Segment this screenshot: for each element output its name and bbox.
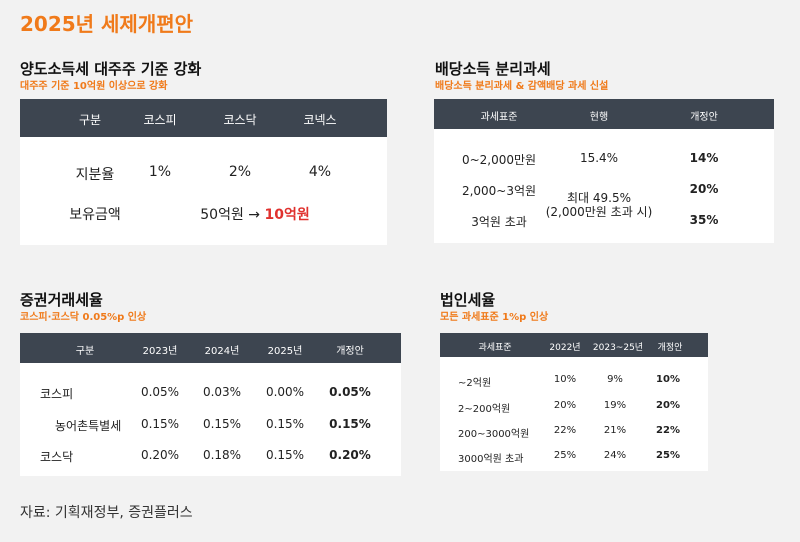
section-subtitle: 배당소득 분리과세 & 감액배당 과세 신설 bbox=[435, 81, 609, 92]
section-title: 배당소득 분리과세 bbox=[435, 60, 551, 78]
bracket-cell: ~2억원 bbox=[458, 378, 492, 389]
header-cell: 2023~25년 bbox=[592, 343, 644, 353]
header-cell: 개정안 bbox=[336, 346, 364, 357]
table-header: 과세표준 2022년 2023~25년 개정안 bbox=[440, 333, 708, 357]
proposed-rate: 14% bbox=[689, 151, 719, 165]
header-cell: 코스피 bbox=[143, 113, 177, 127]
value-cell-proposed: 0.05% bbox=[329, 385, 371, 399]
bracket-cell: 200~3000억원 bbox=[458, 429, 530, 440]
header-cell: 코넥스 bbox=[303, 113, 337, 127]
value-cell-proposed: 10% bbox=[656, 374, 680, 385]
table-header: 과세표준 현행 개정안 bbox=[434, 99, 774, 129]
section-title: 증권거래세율 bbox=[20, 291, 103, 309]
corporate-tax-section: 법인세율 모든 과세표준 1%p 인상 bbox=[440, 291, 740, 324]
header-cell: 2024년 bbox=[204, 346, 240, 357]
stake-value-kosdaq: 2% bbox=[228, 164, 252, 180]
header-cell: 2022년 bbox=[549, 343, 581, 353]
header-cell: 개정안 bbox=[657, 343, 683, 353]
value-cell-proposed: 0.20% bbox=[329, 448, 371, 462]
proposed-rate: 20% bbox=[689, 182, 719, 196]
value-cell: 24% bbox=[603, 450, 627, 461]
amount-change: 50억원 → 10억원 bbox=[160, 204, 350, 224]
current-rate-merged: 최대 49.5% (2,000만원 초과 시) bbox=[539, 191, 659, 219]
table-header: 구분 코스피 코스닥 코넥스 bbox=[20, 99, 387, 137]
value-cell: 25% bbox=[553, 450, 577, 461]
header-cell: 2023년 bbox=[142, 346, 178, 357]
page-title: 2025년 세제개편안 bbox=[20, 12, 194, 36]
table-header: 구분 2023년 2024년 2025년 개정안 bbox=[20, 333, 401, 363]
value-cell: 0.05% bbox=[140, 385, 180, 399]
value-cell: 22% bbox=[553, 425, 577, 436]
current-merged-line2: (2,000만원 초과 시) bbox=[545, 205, 653, 219]
header-cell: 현행 bbox=[589, 112, 609, 123]
bracket-cell: 3000억원 초과 bbox=[458, 454, 524, 465]
transaction-tax-table: 구분 2023년 2024년 2025년 개정안 코스피 0.05% 0.03%… bbox=[20, 333, 401, 476]
proposed-rate: 35% bbox=[689, 213, 719, 227]
header-cell: 구분 bbox=[75, 346, 95, 357]
value-cell: 0.00% bbox=[265, 385, 305, 399]
section-subtitle: 코스피·코스닥 0.05%p 인상 bbox=[20, 312, 147, 323]
value-cell: 9% bbox=[607, 374, 623, 385]
major-shareholder-section: 양도소득세 대주주 기준 강화 대주주 기준 10억원 이상으로 강화 bbox=[20, 60, 390, 93]
value-cell: 0.15% bbox=[140, 417, 180, 431]
header-cell: 코스닥 bbox=[223, 113, 257, 127]
value-cell: 0.15% bbox=[202, 417, 242, 431]
transaction-tax-section: 증권거래세율 코스피·코스닥 0.05%p 인상 bbox=[20, 291, 390, 324]
value-cell-proposed: 22% bbox=[656, 425, 680, 436]
header-cell: 개정안 bbox=[690, 112, 718, 123]
source-note: 자료: 기획재정부, 증권플러스 bbox=[20, 505, 193, 521]
value-cell: 0.15% bbox=[265, 448, 305, 462]
value-cell-proposed: 25% bbox=[656, 450, 680, 461]
value-cell-proposed: 20% bbox=[656, 400, 680, 411]
value-cell: 21% bbox=[603, 425, 627, 436]
corporate-tax-table: 과세표준 2022년 2023~25년 개정안 ~2억원 10% 9% 10% … bbox=[440, 333, 708, 471]
header-cell: 구분 bbox=[78, 113, 102, 127]
value-cell: 0.20% bbox=[140, 448, 180, 462]
bracket-cell: 3억원 초과 bbox=[471, 215, 527, 229]
bracket-cell: 0~2,000만원 bbox=[461, 153, 537, 167]
amount-after: 10억원 bbox=[264, 207, 310, 223]
amount-before: 50억원 → bbox=[200, 207, 261, 223]
row-label: 농어촌특별세 bbox=[55, 419, 122, 433]
row-label: 코스피 bbox=[40, 387, 74, 401]
bracket-cell: 2,000~3억원 bbox=[461, 184, 537, 198]
current-rate: 15.4% bbox=[579, 151, 619, 165]
amount-label: 보유금액 bbox=[69, 207, 121, 223]
row-label: 코스닥 bbox=[40, 450, 74, 464]
section-subtitle: 대주주 기준 10억원 이상으로 강화 bbox=[20, 81, 168, 92]
value-cell: 19% bbox=[603, 400, 627, 411]
dividend-section: 배당소득 분리과세 배당소득 분리과세 & 감액배당 과세 신설 bbox=[435, 60, 775, 93]
section-title: 양도소득세 대주주 기준 강화 bbox=[20, 60, 202, 78]
header-cell: 2025년 bbox=[267, 346, 303, 357]
value-cell: 20% bbox=[553, 400, 577, 411]
section-title: 법인세율 bbox=[440, 291, 496, 309]
current-merged-line1: 최대 49.5% bbox=[566, 191, 632, 205]
major-shareholder-table: 구분 코스피 코스닥 코넥스 지분율 1% 2% 4% 보유금액 50억원 → … bbox=[20, 99, 387, 245]
section-subtitle: 모든 과세표준 1%p 인상 bbox=[440, 312, 549, 323]
value-cell: 10% bbox=[553, 374, 577, 385]
stake-label: 지분율 bbox=[75, 167, 115, 183]
value-cell: 0.03% bbox=[202, 385, 242, 399]
header-cell: 과세표준 bbox=[478, 343, 512, 353]
dividend-table: 과세표준 현행 개정안 0~2,000만원 15.4% 14% 2,000~3억… bbox=[434, 99, 774, 243]
header-cell: 과세표준 bbox=[480, 112, 518, 123]
value-cell: 0.15% bbox=[265, 417, 305, 431]
stake-value-konex: 4% bbox=[308, 164, 332, 180]
value-cell-proposed: 0.15% bbox=[329, 417, 371, 431]
bracket-cell: 2~200억원 bbox=[458, 404, 511, 415]
stake-value-kospi: 1% bbox=[148, 164, 172, 180]
value-cell: 0.18% bbox=[202, 448, 242, 462]
